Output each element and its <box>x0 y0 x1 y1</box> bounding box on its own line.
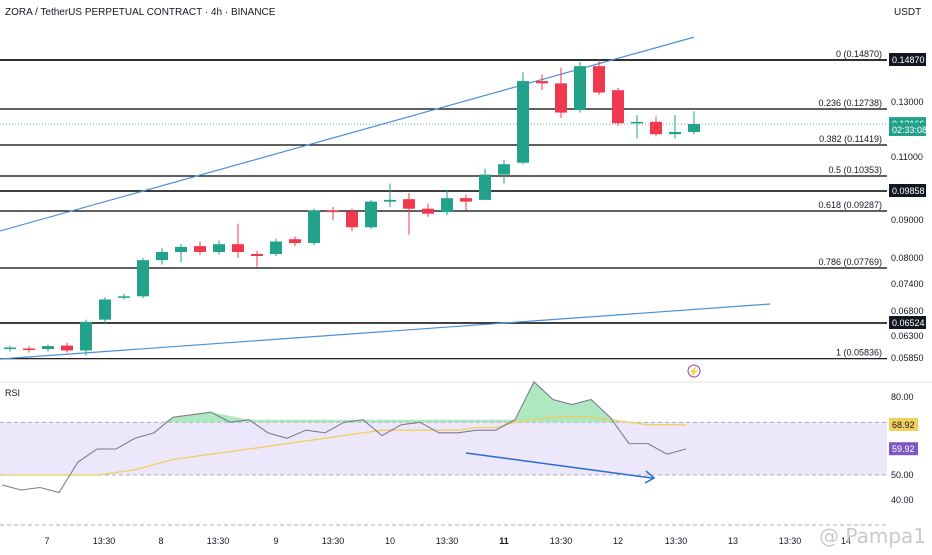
time-tick-label: 7 <box>44 536 49 546</box>
fib-level-label: 0.5 (0.10353) <box>828 165 882 175</box>
price-tick-label: 0.06800 <box>891 306 924 316</box>
candle-body <box>498 164 510 175</box>
time-tick-label: 8 <box>158 536 163 546</box>
candle-body <box>460 198 472 202</box>
candle-body <box>384 199 396 202</box>
candle-body <box>555 83 567 113</box>
candle-body <box>327 210 339 213</box>
fib-level-label: 0.382 (0.11419) <box>819 134 882 144</box>
lower-trendline <box>0 303 771 360</box>
price-tick-label: 0.06300 <box>891 331 924 341</box>
fib-level-label: 0.236 (0.12738) <box>818 98 882 108</box>
candle-body <box>42 346 54 350</box>
price-label-text: 0.06524 <box>892 318 925 328</box>
rsi-value-box <box>889 418 918 431</box>
price-label-text: 02:33:08 <box>892 125 927 135</box>
rsi-tick-label: 80.00 <box>891 392 914 402</box>
price-tick-label: 0.09000 <box>891 215 924 225</box>
candle-body <box>574 66 586 110</box>
time-tick-label: 10 <box>385 536 395 546</box>
candle-body <box>346 211 358 228</box>
time-tick-label: 14 <box>841 536 851 546</box>
candle-body <box>61 345 73 351</box>
price-tick-label: 0.05850 <box>891 353 924 363</box>
time-tick-label: 9 <box>273 536 278 546</box>
time-tick-label: 13:30 <box>665 536 688 546</box>
candle-body <box>650 121 662 135</box>
lightning-glyph: ⚡ <box>688 366 699 378</box>
time-tick-label: 13:30 <box>779 536 802 546</box>
upper-trendline <box>0 36 695 232</box>
time-tick-label: 13 <box>728 536 738 546</box>
rsi-overbought-fill <box>163 381 620 423</box>
fib-level-label: 0.786 (0.07769) <box>818 257 882 267</box>
candle-body <box>270 241 282 254</box>
price-tick-label: 0.08000 <box>891 253 924 263</box>
time-tick-label: 13:30 <box>207 536 230 546</box>
candle-body <box>688 124 700 132</box>
candle-body <box>365 201 377 228</box>
rsi-label: RSI <box>5 388 20 398</box>
price-label-text: 0.14870 <box>892 55 925 65</box>
chart-title: ZORA / TetherUS PERPETUAL CONTRACT · 4h … <box>5 7 276 18</box>
rsi-value-text: 59.92 <box>892 444 915 454</box>
time-tick-label: 11 <box>499 536 509 546</box>
price-tick-label: 0.11000 <box>891 152 923 162</box>
price-label-box <box>889 123 926 137</box>
candle-body <box>4 347 16 350</box>
candle-body <box>232 244 244 253</box>
candle-body <box>99 299 111 320</box>
divergence-arrow <box>465 452 653 479</box>
candle-body <box>80 321 92 351</box>
candle-body <box>175 246 187 253</box>
fib-level-label: 0.618 (0.09287) <box>818 200 882 210</box>
candle-body <box>118 296 130 298</box>
time-tick-label: 13:30 <box>93 536 116 546</box>
candle-body <box>137 260 149 297</box>
rsi-tick-label: 50.00 <box>891 470 914 480</box>
candle-body <box>156 252 168 261</box>
candle-body <box>612 90 624 124</box>
time-tick-label: 13:30 <box>550 536 573 546</box>
rsi-line <box>1 380 687 494</box>
fib-level-label: 0 (0.14870) <box>836 49 882 59</box>
candle-body <box>403 199 415 209</box>
divergence-arrowhead <box>644 470 656 484</box>
lightning-icon <box>687 364 701 378</box>
rsi-tick-label: 40.00 <box>891 495 914 505</box>
price-label-box <box>889 316 926 329</box>
currency-label: USDT <box>894 7 922 18</box>
candle-body <box>194 246 206 253</box>
price-label-text: 0.09858 <box>892 186 925 196</box>
candle-body <box>669 131 681 135</box>
fib-level-label: 1 (0.05836) <box>836 348 882 358</box>
rsi-ma-line <box>2 416 686 476</box>
candle-body <box>213 244 225 253</box>
rsi-value-text: 68.92 <box>892 420 915 430</box>
author-watermark: @ Pampa1 <box>819 524 926 548</box>
time-tick-label: 13:30 <box>436 536 459 546</box>
candle-body <box>441 198 453 213</box>
price-tick-label: 0.13000 <box>891 97 924 107</box>
candle-body <box>593 66 605 93</box>
candle-body <box>536 81 548 84</box>
candle-body <box>251 253 263 256</box>
candle-body <box>631 121 643 124</box>
time-tick-label: 12 <box>613 536 623 546</box>
price-label-box <box>889 53 926 66</box>
candle-body <box>479 174 491 200</box>
rsi-value-box <box>889 442 918 456</box>
candle-body <box>23 348 35 351</box>
candle-body <box>308 210 320 244</box>
candle-body <box>422 208 434 214</box>
time-tick-label: 13:30 <box>322 536 345 546</box>
price-label-box <box>889 184 926 197</box>
candle-body <box>517 81 529 163</box>
price-tick-label: 0.07400 <box>891 279 924 289</box>
candle-body <box>289 239 301 244</box>
